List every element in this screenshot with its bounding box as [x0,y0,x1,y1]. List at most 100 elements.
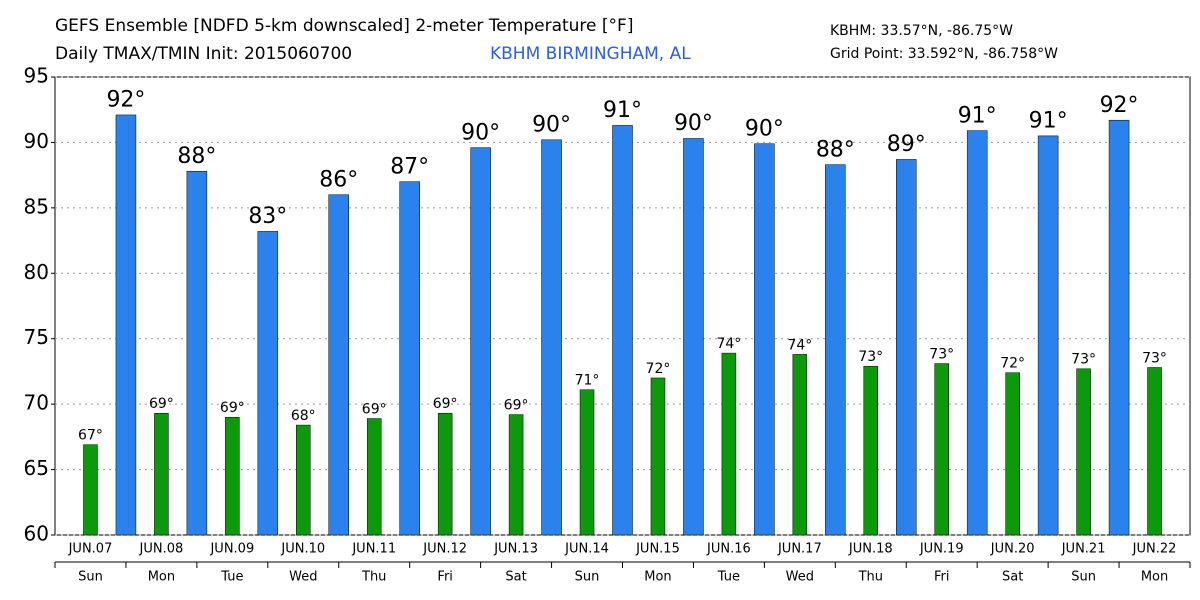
bar [470,147,491,536]
chart-title: GEFS Ensemble [NDFD 5-km downscaled] 2-m… [55,16,633,36]
chart-subtitle: Daily TMAX/TMIN Init: 2015060700 [55,44,352,64]
value-label: 73° [1071,352,1096,368]
y-tick-label: 60 [24,522,49,546]
bar [579,389,595,536]
x-tick-label: JUN.19 [919,542,964,557]
value-label: 92° [106,88,145,113]
day-label: Mon [1141,570,1168,585]
day-label: Fri [934,570,950,585]
day-label: Thu [361,570,386,585]
day-label: Thu [858,570,883,585]
value-label: 74° [787,337,812,353]
x-tick-label: JUN.10 [280,542,325,557]
day-label: Mon [148,570,175,585]
value-label: 72° [1000,356,1025,372]
value-label: 73° [929,346,954,362]
day-label: Sun [575,570,600,585]
x-tick-label: JUN.20 [990,542,1035,557]
value-label: 73° [1142,350,1167,366]
value-label: 72° [646,361,671,377]
value-label: 91° [1029,109,1068,134]
x-tick-label: JUN.16 [706,542,751,557]
day-label: Fri [437,570,453,585]
bar [934,363,949,536]
y-tick-label: 65 [24,456,49,480]
station: KBHM: 33.57°N, -86.75°W [830,23,1013,39]
value-label: 90° [461,120,500,145]
day-label: Sun [78,570,103,585]
bar [508,414,524,536]
bar [1108,119,1130,536]
bar [83,444,98,536]
day-label: Wed [786,570,814,585]
grid-point: Grid Point: 33.592°N, -86.758°W [830,46,1058,62]
value-label: 89° [887,132,926,157]
bar [296,424,311,536]
value-label: 69° [362,401,387,417]
bar [399,181,420,536]
y-tick-label: 85 [24,194,49,218]
x-tick-label: JUN.07 [68,542,113,557]
x-tick-label: JUN.15 [635,542,680,557]
value-label: 92° [1100,93,1139,118]
bar [754,143,775,536]
bar [1005,372,1020,536]
bar [1037,135,1059,536]
bar [437,413,453,536]
bar [825,164,846,536]
y-tick-label: 70 [24,391,49,415]
bar [1076,368,1091,536]
x-tick-label: JUN.21 [1061,542,1106,557]
day-label: Sat [1002,570,1023,585]
x-tick-label: JUN.17 [777,542,822,557]
value-label: 68° [291,408,316,424]
value-label: 69° [504,398,529,414]
bar [966,130,988,536]
x-tick-label: JUN.13 [493,542,538,557]
x-tick-label: JUN.18 [848,542,893,557]
day-label: Tue [717,570,740,585]
bar [225,416,240,536]
bar [186,170,208,536]
day-label: Tue [220,570,243,585]
bar [257,231,279,536]
location: KBHM BIRMINGHAM, AL [490,44,691,64]
day-label: Sat [505,570,526,585]
bar [328,194,349,536]
value-label: 88° [177,144,216,169]
x-tick-label: JUN.22 [1132,542,1177,557]
bar [154,413,169,536]
bar [792,354,808,536]
value-label: 90° [532,113,571,138]
y-tick-label: 95 [24,64,49,88]
y-tick-label: 80 [24,260,49,284]
y-tick-label: 90 [24,129,49,153]
x-tick-label: JUN.12 [422,542,467,557]
value-label: 88° [816,137,855,162]
x-tick-label: JUN.11 [351,542,396,557]
value-label: 91° [958,103,997,128]
bar [650,377,666,536]
bar [721,352,737,536]
value-label: 71° [575,373,600,389]
value-label: 69° [433,396,458,412]
bar [366,418,382,536]
bar [115,114,137,536]
bar [1147,367,1162,536]
value-label: 83° [248,204,287,229]
value-label: 90° [674,111,713,136]
value-label: 67° [78,428,103,444]
day-label: Sun [1071,570,1096,585]
x-tick-label: JUN.08 [139,542,184,557]
value-label: 74° [716,336,741,352]
y-tick-label: 75 [24,325,49,349]
bar [612,125,633,536]
value-label: 69° [149,396,174,412]
bar [863,365,879,536]
value-label: 90° [745,116,784,141]
bar [541,139,562,536]
value-label: 87° [390,154,429,179]
bar [683,138,704,536]
value-label: 73° [858,349,883,365]
